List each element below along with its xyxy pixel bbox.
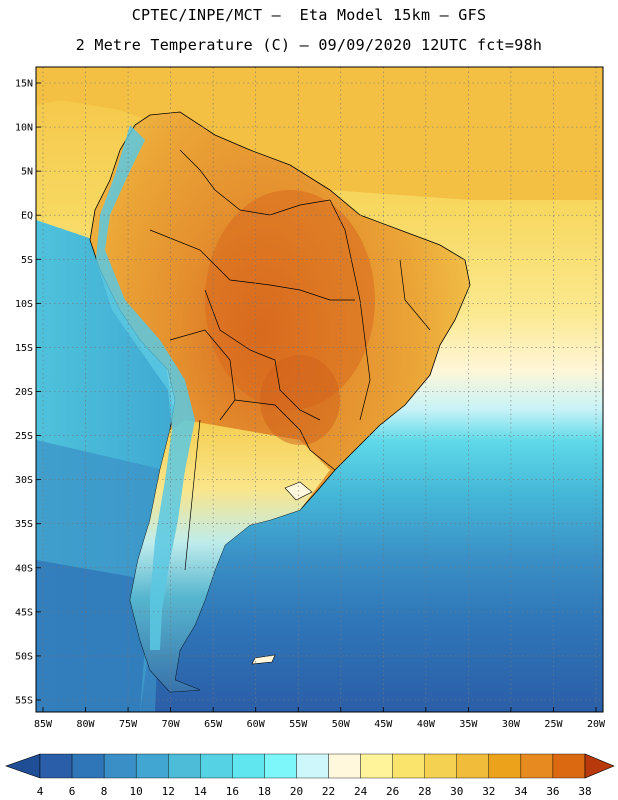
lon-label: 65W [204,719,223,730]
lon-label: 80W [77,719,96,730]
colorbar-box [456,753,490,779]
colorbar-label: 36 [546,785,559,798]
colorbar-box [296,753,329,779]
lat-label: 15S [15,343,33,354]
colorbar-box [39,753,73,779]
colorbar-box [200,753,233,779]
lat-label: 15N [15,79,33,90]
colorbar-box [392,753,425,779]
lat-label: 30S [15,475,33,486]
graticule [36,67,603,712]
andes-cold-ridge [96,125,195,650]
temperature-field [36,67,603,712]
colorbar-min-arrow [5,753,41,779]
lon-label: 35W [459,719,478,730]
colorbar-box [552,753,586,779]
falkland-islands [251,654,276,665]
country-borders [149,149,431,571]
colorbar-label: 20 [290,785,303,798]
colorbar-label: 18 [258,785,271,798]
title-line-2: 2 Metre Temperature (C) – 09/09/2020 12U… [75,36,543,54]
colorbar-label: 4 [37,785,44,798]
colorbar-label: 12 [162,785,175,798]
map-frame [35,66,604,713]
lat-label: 5S [21,255,33,266]
colorbar-box [520,753,554,779]
hot-core-field [205,190,375,410]
colorbar-label: 26 [386,785,399,798]
lat-label: 10N [15,123,33,134]
longitude-axis: 85W 80W 75W 70W 65W 60W 55W 50W 45W 40W 35W 30W 25W 2… [34,707,606,730]
lon-label: 20W [587,719,606,730]
colorbar-box [264,753,297,779]
colorbar-labels: 4 6 8 10 12 14 16 18 20 22 24 26 28 30 32 34 36 38 [37,785,592,798]
lon-label: 40W [417,719,436,730]
colorbar-box [103,753,137,779]
colorbar-label: 38 [578,785,591,798]
colorbar-label: 14 [194,785,208,798]
colorbar-label: 28 [418,785,431,798]
lat-label: 35S [15,519,33,530]
colorbar-label: 30 [450,785,463,798]
caribbean-field [36,67,603,200]
colorbar-box [328,753,361,779]
colorbar-box [168,753,201,779]
colorbar-label: 10 [130,785,143,798]
lat-label: 20S [15,387,33,398]
hot-core-south [260,355,340,445]
title-line-1: CPTEC/INPE/MCT – Eta Model 15km – GFS [131,6,487,24]
colorbar-label: 6 [69,785,76,798]
colorbar [5,753,615,779]
lon-label: 60W [247,719,266,730]
lat-label: 5N [21,167,33,178]
lon-label: 75W [119,719,138,730]
colorbar-box [135,753,169,779]
lat-label: 55S [15,696,33,707]
colorbar-label: 32 [482,785,495,798]
lat-label: 50S [15,651,33,662]
lat-label: 10S [15,299,33,310]
colorbar-box [360,753,393,779]
lon-label: 45W [374,719,393,730]
colorbar-label: 8 [101,785,108,798]
lon-label: 70W [162,719,181,730]
colorbar-box [232,753,265,779]
colorbar-label: 34 [514,785,528,798]
lon-label: 85W [34,719,53,730]
colorbar-box [71,753,105,779]
lon-label: 55W [289,719,308,730]
colorbar-box [424,753,457,779]
lat-label: 40S [15,563,33,574]
lon-label: 50W [332,719,351,730]
colorbar-label: 24 [354,785,368,798]
lon-label: 25W [544,719,563,730]
lat-label: EQ [21,211,33,222]
lat-label: 25S [15,431,33,442]
colorbar-max-arrow [584,753,615,779]
colorbar-box [488,753,522,779]
lon-label: 30W [502,719,521,730]
lat-label: 45S [15,607,33,618]
colorbar-label: 22 [322,785,335,798]
latitude-axis: 15N 10N 5N EQ 5S 10S 15S 20S 25S 30S 35S 40S 45S 50S 5… [15,79,41,707]
pacific-cold-field [36,560,150,712]
colorbar-label: 16 [226,785,239,798]
